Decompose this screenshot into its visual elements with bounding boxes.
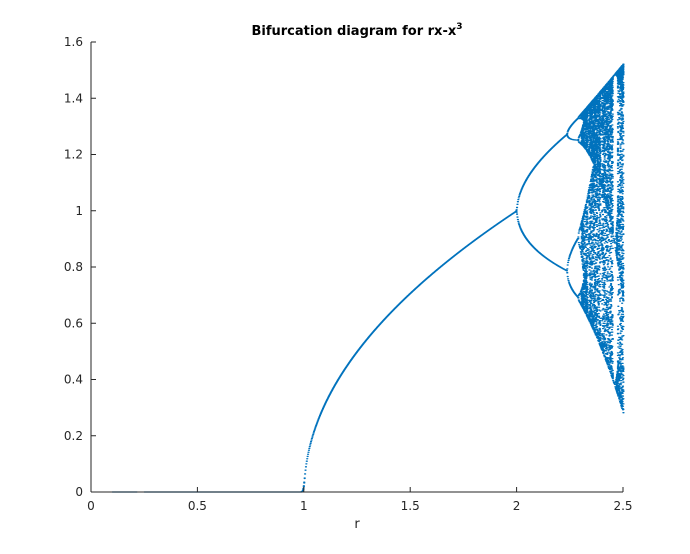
chart-title-main: Bifurcation diagram for rx-x [251, 24, 456, 39]
y-tick-label: 0.6 [64, 316, 83, 330]
y-tick-label: 1.6 [64, 35, 83, 49]
x-axis-label: r [354, 517, 360, 532]
x-tick-labels: 0 0.5 1 1.5 2 2.5 [87, 499, 632, 513]
bifurcation-points [111, 63, 625, 493]
x-tick-label: 1 [300, 499, 308, 513]
y-tick-label: 0.4 [64, 373, 83, 387]
y-tick-label: 0.8 [64, 260, 83, 274]
y-tick-label: 0 [75, 485, 83, 499]
chart-title-superscript: 3 [456, 22, 462, 32]
plot-points [111, 63, 625, 493]
x-tick-label: 2.5 [613, 499, 632, 513]
y-tick-label: 0.2 [64, 429, 83, 443]
y-tick-label: 1 [75, 204, 83, 218]
chart-title: Bifurcation diagram for rx-x3 [251, 22, 462, 39]
y-tick-labels: 0 0.2 0.4 0.6 0.8 1 1.2 1.4 1.6 [64, 35, 83, 499]
x-tick-label: 1.5 [401, 499, 420, 513]
x-tick-label: 0.5 [188, 499, 207, 513]
y-tick-label: 1.4 [64, 91, 83, 105]
y-tick-label: 1.2 [64, 148, 83, 162]
x-tick-label: 0 [87, 499, 95, 513]
x-tick-label: 2 [513, 499, 521, 513]
axes [90, 41, 624, 493]
